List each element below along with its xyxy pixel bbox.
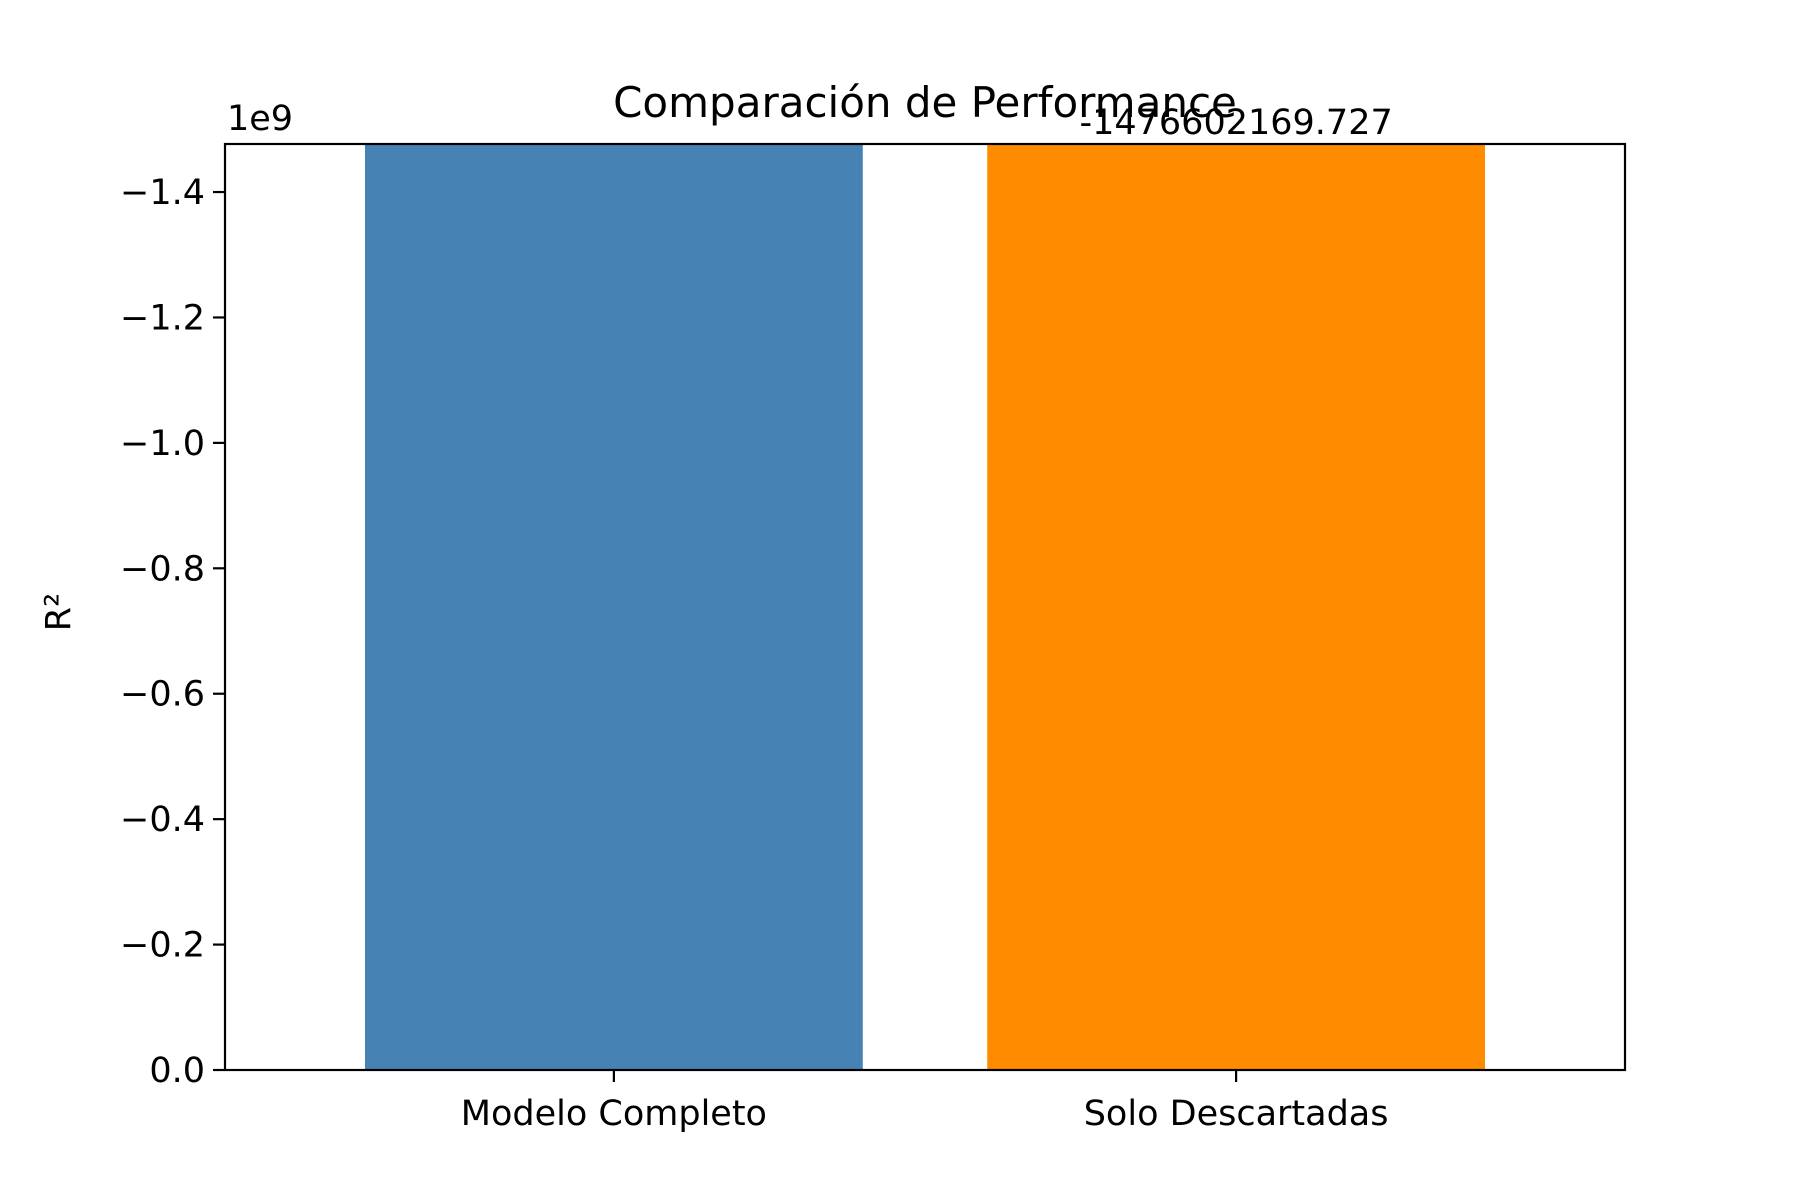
chart-title: Comparación de Performance (613, 78, 1237, 127)
y-tick-label: −0.8 (120, 549, 205, 589)
bar-solo-descartadas (987, 144, 1485, 1070)
bar-value-label: -1476602169.727 (1079, 103, 1392, 143)
y-tick-label: −1.4 (120, 173, 205, 213)
y-axis-offset-text: 1e9 (227, 99, 293, 139)
bar-labels-layer: -1476602169.727 (1079, 103, 1392, 143)
y-tick-label: −0.2 (120, 926, 205, 966)
x-tick-label: Solo Descartadas (1084, 1094, 1389, 1134)
plot-frame (223, 142, 1627, 1072)
x-tick-label: Modelo Completo (461, 1094, 767, 1134)
bars-layer (365, 144, 1485, 1070)
y-tick-label: −1.2 (120, 298, 205, 338)
y-tick-label: −0.6 (120, 675, 205, 715)
y-tick-label: −0.4 (120, 800, 205, 840)
y-tick-label: −1.0 (120, 424, 205, 464)
y-axis-label: R² (39, 593, 79, 631)
bar-modelo-completo (365, 144, 863, 1070)
ticks-layer: Modelo Completo Solo Descartadas 0.0 −0.2 −0… (120, 173, 1388, 1134)
y-tick-label: 0.0 (149, 1051, 205, 1091)
